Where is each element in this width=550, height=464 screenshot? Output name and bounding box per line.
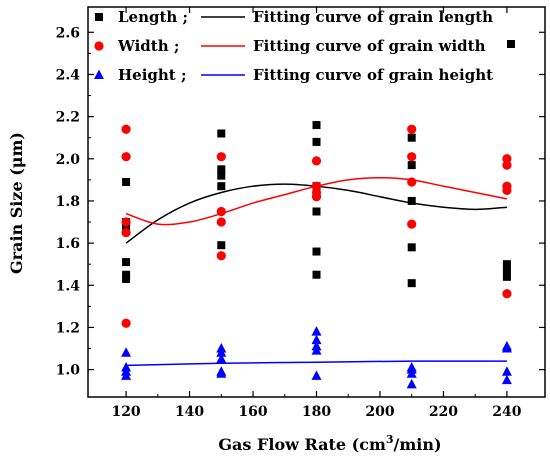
x-tick-label: 160 xyxy=(238,404,267,420)
length-point xyxy=(313,271,321,279)
length-point xyxy=(313,248,321,256)
length-point xyxy=(408,197,416,205)
width-point xyxy=(217,217,226,226)
legend: Length ; Fitting curve of grain length Wid… xyxy=(94,8,515,84)
length-point xyxy=(313,121,321,129)
length-point xyxy=(408,134,416,142)
length-point xyxy=(217,172,225,180)
width-point xyxy=(407,152,416,161)
x-axis-title-main: Gas Flow Rate (cm xyxy=(218,435,386,454)
y-tick-label: 1.2 xyxy=(56,320,80,336)
width-point xyxy=(121,217,130,226)
length-point xyxy=(408,243,416,251)
length-point xyxy=(313,138,321,146)
width-point xyxy=(121,228,130,237)
legend-extra-square-marker xyxy=(507,40,515,48)
x-axis-title-tail: /min) xyxy=(394,435,442,454)
fit-curve-height xyxy=(126,361,507,365)
height-point xyxy=(502,366,512,376)
width-point xyxy=(312,192,321,201)
length-point xyxy=(122,178,130,186)
length-point xyxy=(122,275,130,283)
y-tick-label: 2.6 xyxy=(56,25,80,41)
width-point xyxy=(217,251,226,260)
width-point xyxy=(407,177,416,186)
legend-height-marker xyxy=(94,70,104,80)
y-tick-label: 2.4 xyxy=(56,67,81,83)
x-axis-title-superscript: 3 xyxy=(386,433,394,446)
legend-fit-height-label: Fitting curve of grain height xyxy=(253,66,493,84)
width-point xyxy=(502,289,511,298)
width-point xyxy=(217,207,226,216)
y-tick-label: 2.0 xyxy=(56,152,81,168)
height-point xyxy=(312,370,322,380)
width-point xyxy=(407,125,416,134)
length-point xyxy=(217,241,225,249)
legend-fit-length-label: Fitting curve of grain length xyxy=(253,8,493,26)
width-point xyxy=(407,220,416,229)
legend-fit-width-label: Fitting curve of grain width xyxy=(253,37,486,55)
width-point xyxy=(502,186,511,195)
width-point xyxy=(217,152,226,161)
y-tick-label: 1.4 xyxy=(56,278,81,294)
width-point xyxy=(121,319,130,328)
length-point xyxy=(503,273,511,281)
y-tick-label: 1.8 xyxy=(56,194,80,210)
height-point xyxy=(502,375,512,385)
data-points xyxy=(121,121,512,388)
length-point xyxy=(313,207,321,215)
x-tick-label: 220 xyxy=(429,404,458,420)
x-tick-label: 140 xyxy=(175,404,204,420)
length-point xyxy=(408,279,416,287)
width-point xyxy=(121,152,130,161)
width-point xyxy=(312,156,321,165)
y-tick-label: 2.2 xyxy=(56,110,80,126)
legend-length-label: Length ; xyxy=(118,8,188,26)
legend-width-label: Width ; xyxy=(117,37,179,55)
x-tick-label: 120 xyxy=(111,404,140,420)
x-axis-title: Gas Flow Rate (cm3/min) xyxy=(218,433,441,454)
legend-length-marker xyxy=(95,13,103,21)
legend-width-marker xyxy=(94,41,103,50)
width-point xyxy=(502,161,511,170)
length-point xyxy=(217,129,225,137)
legend-height-label: Height ; xyxy=(118,66,187,84)
length-point xyxy=(408,161,416,169)
y-tick-label: 1.6 xyxy=(56,236,80,252)
height-point xyxy=(312,326,322,336)
length-point xyxy=(122,258,130,266)
width-point xyxy=(121,125,130,134)
length-point xyxy=(217,182,225,190)
y-axis-title: Grain Size (μm) xyxy=(7,132,26,274)
x-tick-label: 240 xyxy=(492,404,521,420)
x-tick-label: 180 xyxy=(302,404,331,420)
height-point xyxy=(407,379,417,389)
x-tick-label: 200 xyxy=(365,404,394,420)
height-point xyxy=(121,347,131,357)
y-tick-label: 1.0 xyxy=(56,363,81,379)
